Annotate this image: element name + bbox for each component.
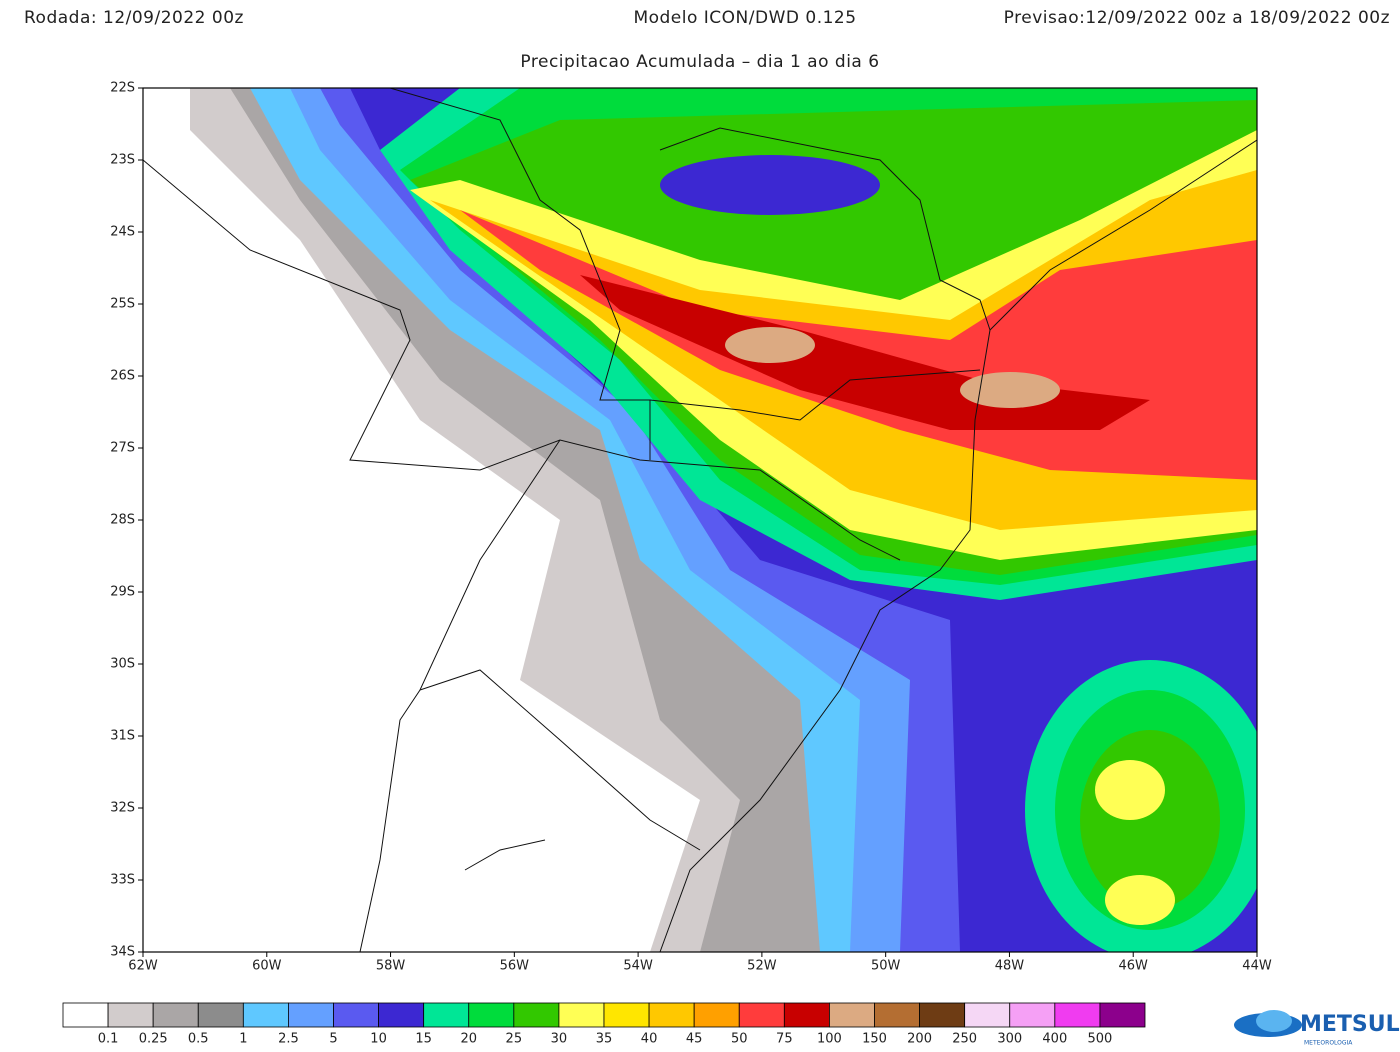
- colorbar-swatch: [558, 1002, 605, 1028]
- colorbar-swatch: [1099, 1002, 1146, 1028]
- lon-label: 54W: [623, 959, 653, 974]
- lon-label: 50W: [871, 959, 901, 974]
- colorbar-swatch: [62, 1002, 109, 1028]
- colorbar-swatch: [288, 1002, 334, 1028]
- colorbar-swatch: [693, 1002, 740, 1028]
- lat-label: 27S: [110, 441, 135, 456]
- colorbar-label: 250: [952, 1032, 977, 1047]
- lat-label: 29S: [110, 585, 135, 600]
- colorbar-label: 400: [1042, 1032, 1067, 1047]
- colorbar-label: 500: [1088, 1032, 1113, 1047]
- lat-label: 33S: [110, 873, 135, 888]
- colorbar-label: 1: [239, 1032, 247, 1047]
- colorbar-swatch: [1009, 1002, 1056, 1028]
- lat-label: 32S: [110, 801, 135, 816]
- logo: METSUL METEOROLOGIA: [1234, 1010, 1400, 1047]
- colorbar-swatch: [513, 1002, 560, 1028]
- colorbar-swatch: [423, 1002, 470, 1028]
- colorbar-label: 300: [997, 1032, 1022, 1047]
- colorbar-label: 15: [415, 1032, 432, 1047]
- logo-text: METSUL: [1300, 1012, 1400, 1037]
- colorbar-swatch: [333, 1002, 379, 1028]
- colorbar: 0.1 0.25 0.5 1 2.5 5 10 15 20 25 30 35 40 45 50 75 100 15…: [62, 1002, 1146, 1047]
- lat-label: 23S: [110, 153, 135, 168]
- colorbar-swatch: [603, 1002, 650, 1028]
- colorbar-swatch: [468, 1002, 515, 1028]
- colorbar-label: 30: [551, 1032, 568, 1047]
- colorbar-label: 2.5: [278, 1032, 299, 1047]
- lat-label: 22S: [110, 81, 135, 96]
- lat-label: 24S: [110, 225, 135, 240]
- logo-subtext: METEOROLOGIA: [1304, 1040, 1353, 1047]
- lon-label: 56W: [500, 959, 530, 974]
- colorbar-label: 10: [370, 1032, 387, 1047]
- colorbar-swatch: [378, 1002, 425, 1028]
- forecast-label: Previsao:12/09/2022 00z a 18/09/2022 00z: [1004, 8, 1390, 28]
- colorbar-label: 20: [460, 1032, 477, 1047]
- lon-label: 44W: [1242, 959, 1272, 974]
- lat-label: 34S: [110, 945, 135, 960]
- lon-label: 58W: [376, 959, 406, 974]
- lat-label: 26S: [110, 369, 135, 384]
- model-label: Modelo ICON/DWD 0.125: [633, 8, 856, 28]
- colorbar-label: 0.5: [188, 1032, 209, 1047]
- colorbar-label: 40: [641, 1032, 658, 1047]
- lon-label: 46W: [1119, 959, 1149, 974]
- colorbar-swatch: [197, 1002, 244, 1028]
- lon-label: 52W: [747, 959, 777, 974]
- colorbar-swatch: [964, 1002, 1011, 1028]
- lat-label: 28S: [110, 513, 135, 528]
- colorbar-label: 75: [776, 1032, 793, 1047]
- run-label: Rodada: 12/09/2022 00z: [24, 8, 244, 28]
- colorbar-label: 50: [731, 1032, 748, 1047]
- lon-label: 60W: [252, 959, 282, 974]
- colorbar-label: 5: [329, 1032, 337, 1047]
- colorbar-label: 35: [596, 1032, 613, 1047]
- lon-label: 62W: [128, 959, 158, 974]
- colorbar-swatch: [648, 1002, 695, 1028]
- lat-label: 30S: [110, 657, 135, 672]
- lon-label: 48W: [995, 959, 1025, 974]
- colorbar-label: 25: [506, 1032, 523, 1047]
- colorbar-swatch: [783, 1002, 830, 1028]
- colorbar-label: 200: [907, 1032, 932, 1047]
- colorbar-swatch: [919, 1002, 966, 1028]
- colorbar-swatch: [242, 1002, 289, 1028]
- colorbar-label: 150: [862, 1032, 887, 1047]
- colorbar-swatch: [107, 1002, 154, 1028]
- precipitation-field: [143, 88, 1257, 952]
- colorbar-label: 0.25: [139, 1032, 168, 1047]
- colorbar-swatch: [1054, 1002, 1101, 1028]
- colorbar-swatch: [738, 1002, 785, 1028]
- lat-label: 31S: [110, 729, 135, 744]
- subtitle: Precipitacao Acumulada – dia 1 ao dia 6: [520, 52, 879, 72]
- colorbar-label: 0.1: [98, 1032, 119, 1047]
- colorbar-swatch: [829, 1002, 875, 1028]
- colorbar-swatch: [874, 1002, 920, 1028]
- lat-label: 25S: [110, 297, 135, 312]
- colorbar-swatch: [152, 1002, 199, 1028]
- colorbar-label: 45: [686, 1032, 703, 1047]
- colorbar-label: 100: [817, 1032, 842, 1047]
